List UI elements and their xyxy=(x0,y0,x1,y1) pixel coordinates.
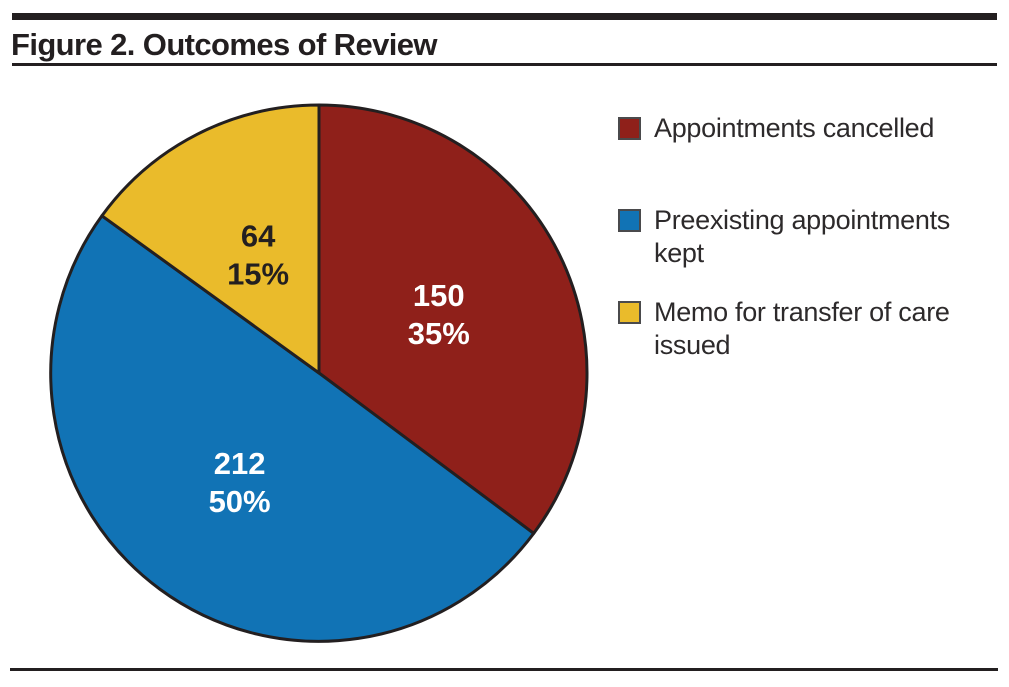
legend-label-memo-for-transfer-of-care-issued: Memo for transfer of care issued xyxy=(654,297,950,360)
pie-slice-memo-for-transfer-of-care-issued xyxy=(100,103,321,375)
legend-item-preexisting-appointments-kept: Preexisting appointments kept xyxy=(618,204,994,270)
legend: Appointments cancelled Preexisting appoi… xyxy=(618,0,998,687)
bottom-rule xyxy=(10,668,998,671)
pie-slice-preexisting-appointments-kept xyxy=(49,214,536,643)
legend-label-preexisting-appointments-kept: Preexisting appointments kept xyxy=(654,205,950,268)
pie-slice-appointments-cancelled xyxy=(317,103,589,535)
pie-slice-value-label-memo-for-transfer-of-care-issued: 64 15% xyxy=(227,219,289,292)
top-rule xyxy=(12,13,997,20)
legend-item-appointments-cancelled: Appointments cancelled xyxy=(618,112,934,145)
legend-swatch-preexisting-appointments-kept xyxy=(618,209,641,232)
legend-swatch-appointments-cancelled xyxy=(618,117,641,140)
title-rule xyxy=(12,63,997,66)
legend-swatch-memo-for-transfer-of-care-issued xyxy=(618,301,641,324)
figure-title: Figure 2. Outcomes of Review xyxy=(11,27,438,62)
legend-item-memo-for-transfer-of-care-issued: Memo for transfer of care issued xyxy=(618,296,994,362)
legend-label-appointments-cancelled: Appointments cancelled xyxy=(654,113,935,143)
pie-slice-value-label-appointments-cancelled: 150 35% xyxy=(408,278,470,351)
pie-slice-value-label-preexisting-appointments-kept: 212 50% xyxy=(209,446,271,519)
